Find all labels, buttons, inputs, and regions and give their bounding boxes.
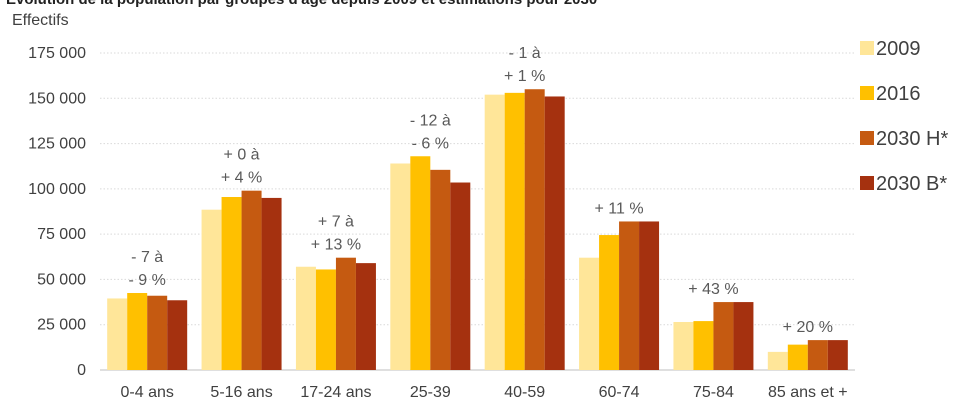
legend-swatch: [860, 176, 874, 190]
bar: [484, 94, 505, 371]
bars: [107, 89, 848, 371]
x-tick-label: 75-84: [693, 384, 734, 401]
bar: [315, 269, 336, 370]
change-annotation: - 9 %: [129, 272, 166, 289]
bar: [335, 257, 356, 370]
legend: 2009 2016 2030 H* 2030 B*: [860, 38, 948, 195]
bar: [201, 209, 222, 370]
bar: [767, 351, 788, 370]
bar: [713, 302, 734, 370]
bar: [355, 263, 376, 370]
change-annotation: - 6 %: [412, 135, 449, 152]
legend-label: 2030 H*: [876, 128, 948, 150]
bar: [673, 321, 694, 370]
y-axis-label: Effectifs: [12, 12, 69, 29]
x-axis-ticks: 0-4 ans 5-16 ans 17-24 ans 25-39 40-59 60-74 7…: [121, 384, 848, 401]
change-annotation: + 20 %: [783, 319, 833, 336]
bar: [579, 257, 600, 370]
legend-label: 2009: [876, 38, 921, 60]
change-annotation: - 7 à: [131, 249, 163, 266]
y-tick-label: 175 000: [28, 45, 86, 62]
bar: [390, 163, 411, 370]
change-annotation: - 12 à: [410, 112, 451, 129]
bar: [295, 266, 316, 370]
y-tick-label: 125 000: [28, 136, 86, 153]
change-annotation: + 4 %: [221, 170, 262, 187]
x-tick-label: 85 ans et +: [768, 384, 848, 401]
bar: [827, 340, 848, 370]
y-tick-label: 0: [77, 362, 86, 379]
bar: [733, 302, 754, 370]
bar: [504, 92, 525, 370]
bar: [599, 235, 620, 370]
y-tick-label: 100 000: [28, 181, 86, 198]
change-annotation: + 43 %: [688, 281, 738, 298]
change-annotations: - 7 à - 9 % + 0 à + 4 % + 7 à + 13 % - 12 à - 6…: [129, 45, 833, 336]
y-tick-label: 75 000: [37, 226, 86, 243]
y-tick-label: 25 000: [37, 317, 86, 334]
x-tick-label: 25-39: [410, 384, 451, 401]
change-annotation: - 1 à: [509, 45, 541, 62]
bar: [787, 344, 808, 370]
x-tick-label: 5-16 ans: [210, 384, 272, 401]
legend-swatch: [860, 131, 874, 145]
bar: [127, 293, 148, 370]
change-annotation: + 7 à: [318, 214, 354, 231]
bar: [167, 300, 188, 370]
bar: [221, 197, 242, 370]
legend-label: 2030 B*: [876, 173, 947, 195]
bar: [639, 221, 660, 370]
y-axis-ticks: 0 25 000 50 000 75 000 100 000 125 000 150 000…: [28, 45, 86, 379]
change-annotation: + 0 à: [224, 147, 260, 164]
x-tick-label: 40-59: [504, 384, 545, 401]
x-tick-label: 0-4 ans: [121, 384, 174, 401]
bar: [147, 295, 168, 370]
change-annotation: + 11 %: [595, 200, 644, 217]
bar: [430, 169, 451, 370]
bar: [450, 182, 471, 370]
legend-swatch: [860, 41, 874, 55]
chart-title: Évolution de la population par groupes d…: [6, 0, 597, 8]
bar: [241, 190, 262, 370]
x-tick-label: 60-74: [599, 384, 640, 401]
y-tick-label: 150 000: [28, 90, 86, 107]
y-tick-label: 50 000: [37, 271, 86, 288]
bar: [693, 321, 714, 370]
bar: [807, 340, 828, 370]
bar: [619, 221, 640, 370]
bar: [544, 96, 565, 370]
bar: [261, 197, 282, 370]
bar: [107, 298, 128, 370]
legend-swatch: [860, 86, 874, 100]
change-annotation: + 1 %: [504, 68, 545, 85]
bar: [524, 89, 545, 370]
bar: [410, 156, 431, 370]
legend-label: 2016: [876, 83, 921, 105]
x-tick-label: 17-24 ans: [300, 384, 371, 401]
change-annotation: + 13 %: [311, 237, 361, 254]
